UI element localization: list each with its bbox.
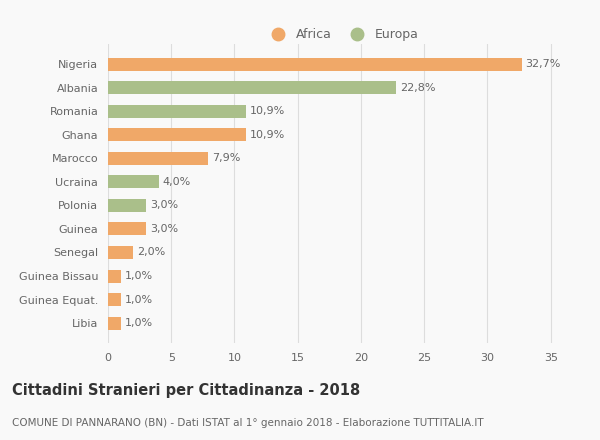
Bar — [108, 246, 133, 259]
Bar — [108, 128, 246, 141]
Bar — [108, 105, 246, 117]
Text: 1,0%: 1,0% — [124, 318, 152, 328]
Bar — [108, 223, 146, 235]
Bar — [108, 176, 158, 188]
Bar — [108, 293, 121, 306]
Bar — [108, 317, 121, 330]
Text: 3,0%: 3,0% — [150, 200, 178, 210]
Bar — [108, 270, 121, 282]
Text: 10,9%: 10,9% — [250, 106, 285, 116]
Text: COMUNE DI PANNARANO (BN) - Dati ISTAT al 1° gennaio 2018 - Elaborazione TUTTITAL: COMUNE DI PANNARANO (BN) - Dati ISTAT al… — [12, 418, 484, 428]
Bar — [108, 81, 397, 94]
Bar — [108, 58, 521, 70]
Text: 1,0%: 1,0% — [124, 271, 152, 281]
Text: 22,8%: 22,8% — [400, 83, 436, 93]
Text: 10,9%: 10,9% — [250, 130, 285, 140]
Bar — [108, 199, 146, 212]
Text: 32,7%: 32,7% — [526, 59, 561, 69]
Legend: Africa, Europa: Africa, Europa — [261, 23, 423, 46]
Text: 2,0%: 2,0% — [137, 247, 166, 257]
Text: 4,0%: 4,0% — [163, 177, 191, 187]
Bar — [108, 152, 208, 165]
Text: Cittadini Stranieri per Cittadinanza - 2018: Cittadini Stranieri per Cittadinanza - 2… — [12, 383, 360, 398]
Text: 7,9%: 7,9% — [212, 153, 240, 163]
Text: 3,0%: 3,0% — [150, 224, 178, 234]
Text: 1,0%: 1,0% — [124, 294, 152, 304]
